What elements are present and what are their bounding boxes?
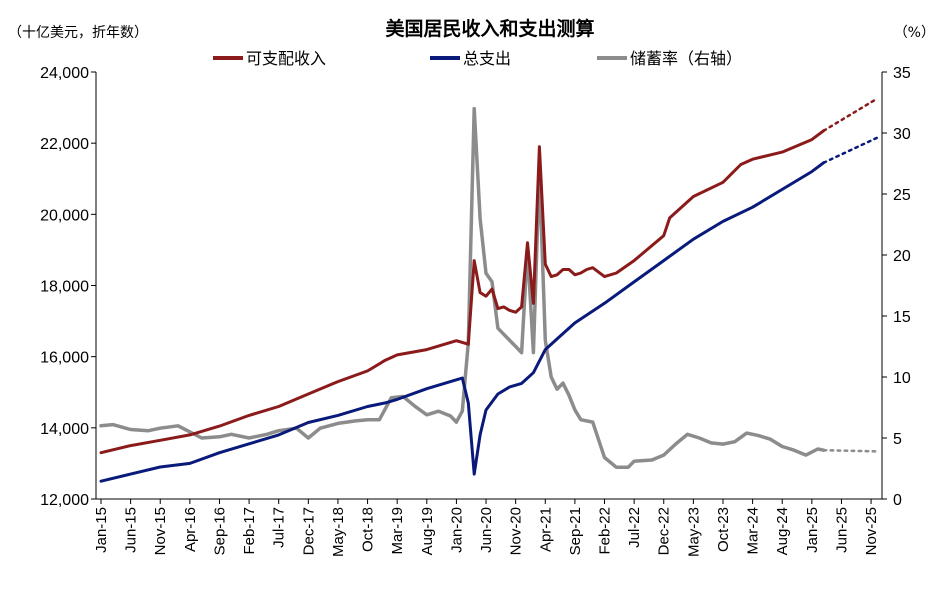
series-forecast-income xyxy=(822,97,879,132)
x-tick-label: Feb-17 xyxy=(241,507,258,555)
x-tick-label: Aug-24 xyxy=(774,507,791,555)
y-right-tick-label: 0 xyxy=(893,492,902,509)
x-tick-label: Oct-18 xyxy=(360,507,377,552)
x-tick-label: Aug-19 xyxy=(419,507,436,555)
y-left-tick-label: 18,000 xyxy=(40,279,89,296)
x-tick-label: Sep-16 xyxy=(211,507,228,555)
left-axis-unit: （十亿美元，折年数） xyxy=(8,25,148,41)
x-tick-label: Nov-20 xyxy=(508,507,525,555)
legend-label-saving: 储蓄率（右轴） xyxy=(630,49,742,68)
y-left-tick-label: 22,000 xyxy=(40,136,89,153)
y-left-tick-label: 20,000 xyxy=(40,207,89,224)
y-right-tick-label: 15 xyxy=(893,309,911,326)
series-line-saving-rate xyxy=(99,106,826,470)
x-tick-label: Nov-15 xyxy=(152,507,169,555)
axes: 12,000 14,000 16,000 18,000 20,000 22,000 24,0… xyxy=(40,65,911,557)
x-tick-label: Jul-17 xyxy=(271,507,288,548)
y-right-tick-label: 30 xyxy=(893,126,911,143)
x-tick-label: Jun-25 xyxy=(833,507,850,553)
y-left-tick-label: 14,000 xyxy=(40,421,89,438)
series-layer xyxy=(99,97,879,483)
x-tick-label: Jul-22 xyxy=(626,507,643,548)
series-forecast-spending xyxy=(822,136,879,164)
y-left-tick-label: 16,000 xyxy=(40,350,89,367)
x-tick-label: Sep-21 xyxy=(567,507,584,555)
x-tick-label: Jan-20 xyxy=(448,507,465,553)
chart-title: 美国居民收入和支出测算 xyxy=(385,17,594,40)
x-tick-label: Dec-17 xyxy=(300,507,317,555)
x-tick-label: Nov-25 xyxy=(863,507,880,555)
legend-label-income: 可支配收入 xyxy=(246,49,326,68)
y-right-tick-label: 10 xyxy=(893,370,911,387)
series-forecast-saving-rate xyxy=(822,448,879,453)
x-tick-label: Feb-22 xyxy=(597,507,614,555)
x-tick-label: Jun-15 xyxy=(123,507,140,553)
x-tick-label: Dec-22 xyxy=(656,507,673,555)
x-tick-label: Oct-23 xyxy=(715,507,732,552)
x-tick-label: Jun-20 xyxy=(478,507,495,553)
x-tick-label: Apr-16 xyxy=(182,507,199,552)
legend-label-spending: 总支出 xyxy=(463,49,511,68)
legend: 可支配收入 总支出 储蓄率（右轴） xyxy=(213,49,742,68)
x-tick-label: Mar-19 xyxy=(389,507,406,555)
y-right-tick-label: 20 xyxy=(893,248,911,265)
x-tick-label: Apr-21 xyxy=(537,507,554,552)
y-right-tick-label: 5 xyxy=(893,431,902,448)
series-line-income xyxy=(99,129,826,455)
y-right-tick-label: 25 xyxy=(893,187,911,204)
series-line-spending xyxy=(99,161,826,483)
y-left-tick-label: 24,000 xyxy=(40,65,89,82)
y-right-tick-label: 35 xyxy=(893,65,911,82)
x-tick-label: Mar-24 xyxy=(745,507,762,555)
x-tick-label: Jan-25 xyxy=(804,507,821,553)
y-left-tick-label: 12,000 xyxy=(40,492,89,509)
right-axis-unit: （%） xyxy=(894,25,935,41)
x-tick-label: May-23 xyxy=(685,507,702,557)
x-tick-label: Jan-15 xyxy=(93,507,110,553)
x-tick-label: May-18 xyxy=(330,507,347,557)
